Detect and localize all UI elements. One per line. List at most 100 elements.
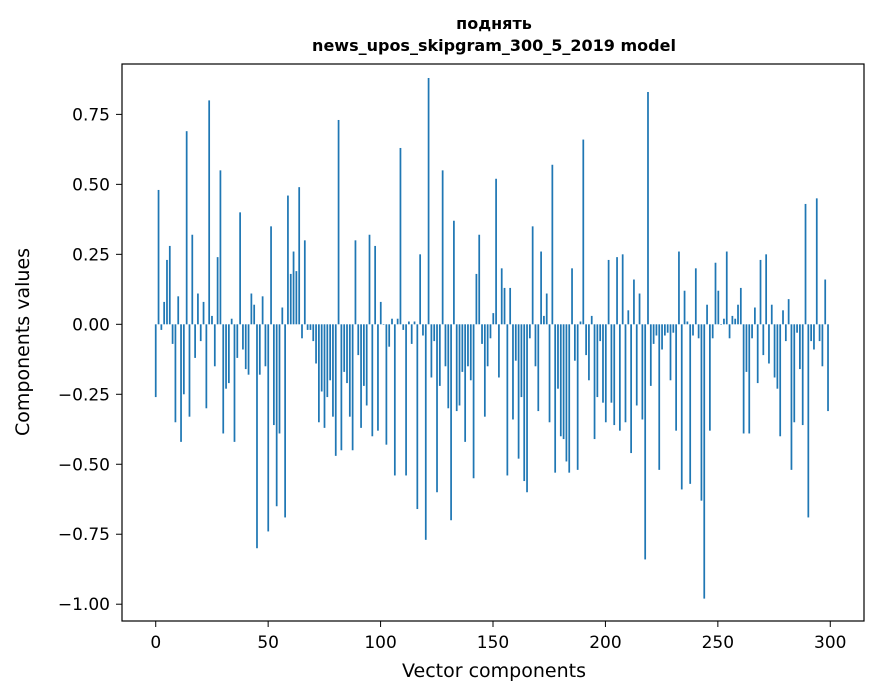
bar-54	[306, 324, 309, 330]
bar-127	[512, 324, 514, 420]
bar-65	[337, 119, 340, 325]
bar-35	[253, 304, 256, 325]
bar-10	[182, 324, 185, 395]
bar-100	[436, 324, 438, 493]
x-tick-label-4: 200	[589, 633, 621, 653]
bar-83	[388, 324, 391, 347]
bar-55	[309, 324, 312, 330]
bar-59	[320, 324, 323, 392]
bar-181	[664, 324, 666, 336]
y-tick-label-1: −0.75	[58, 525, 110, 545]
bar-50	[295, 271, 298, 325]
bar-231	[804, 203, 807, 325]
bar-85	[393, 324, 396, 476]
bar-236	[818, 324, 821, 342]
bar-166	[621, 254, 624, 325]
bar-56	[312, 324, 315, 342]
bar-223	[782, 310, 784, 325]
x-tick-label-0: 0	[150, 633, 161, 653]
bar-12	[188, 324, 191, 417]
bar-14	[194, 324, 196, 358]
bar-96	[424, 324, 427, 540]
bar-200	[717, 290, 720, 325]
bar-99	[433, 324, 436, 342]
bar-212	[751, 324, 753, 339]
bar-179	[658, 324, 661, 470]
bar-41	[270, 226, 272, 325]
bar-104	[447, 324, 450, 409]
bar-146	[565, 324, 568, 462]
bar-52	[301, 324, 303, 339]
bar-159	[602, 324, 604, 403]
bar-229	[799, 324, 801, 370]
bar-175	[647, 91, 649, 325]
bar-24	[222, 324, 225, 434]
bar-93	[416, 324, 419, 510]
bar-33	[247, 324, 250, 375]
bar-13	[191, 234, 194, 325]
bar-15	[197, 293, 199, 325]
bar-90	[408, 321, 410, 325]
bar-67	[343, 324, 346, 372]
bar-195	[703, 324, 706, 599]
bar-237	[821, 324, 824, 367]
bar-167	[624, 324, 627, 423]
bar-20	[211, 315, 213, 325]
bar-215	[759, 259, 762, 325]
bar-219	[770, 304, 773, 325]
bar-28	[233, 324, 236, 442]
y-axis-ticks: −1.00 −0.75 −0.50 −0.25 0.00 0.25 0.50 0.75	[58, 105, 122, 615]
y-tick-label-2: −0.50	[58, 455, 110, 475]
x-axis-label: Vector components	[402, 660, 586, 682]
bar-102	[441, 170, 444, 325]
bar-207	[737, 304, 739, 325]
bar-30	[239, 212, 241, 325]
bar-133	[528, 324, 531, 339]
bar-46	[284, 324, 286, 518]
bar-5	[168, 245, 171, 325]
bar-225	[787, 299, 790, 325]
bar-205	[731, 315, 734, 325]
bar-193	[697, 324, 700, 339]
bar-43	[275, 324, 278, 507]
bar-29	[236, 324, 239, 358]
bar-74	[363, 324, 365, 386]
bar-232	[807, 324, 810, 518]
bar-25	[225, 324, 227, 389]
y-tick-label-4: 0.00	[72, 315, 110, 335]
bar-190	[689, 324, 692, 484]
bar-176	[649, 324, 652, 386]
chart-title-line-1: поднять	[456, 14, 532, 33]
bar-209	[742, 324, 745, 434]
bar-233	[810, 324, 813, 342]
bar-171	[635, 324, 638, 406]
bar-73	[360, 324, 362, 428]
bar-228	[796, 324, 798, 333]
bar-61	[326, 324, 329, 398]
bar-122	[498, 324, 500, 378]
bar-145	[562, 324, 565, 440]
bar-124	[503, 287, 506, 325]
bar-81	[382, 324, 385, 325]
bar-239	[827, 324, 829, 412]
bar-103	[444, 324, 447, 367]
x-tick-label-6: 300	[814, 633, 846, 653]
bar-48	[289, 273, 292, 325]
bar-22	[216, 257, 219, 325]
x-tick-label-2: 100	[364, 633, 396, 653]
bar-51	[298, 187, 301, 325]
bar-126	[509, 287, 512, 325]
bar-37	[258, 324, 261, 375]
bar-110	[464, 324, 467, 442]
bar-128	[514, 324, 517, 361]
bar-84	[391, 318, 393, 325]
bar-192	[694, 268, 697, 325]
bar-164	[616, 257, 618, 325]
bar-2	[160, 324, 163, 330]
bar-204	[728, 324, 731, 339]
bar-238	[824, 279, 827, 325]
x-tick-label-1: 50	[257, 633, 279, 653]
bar-64	[334, 324, 337, 456]
bar-185	[675, 324, 677, 431]
